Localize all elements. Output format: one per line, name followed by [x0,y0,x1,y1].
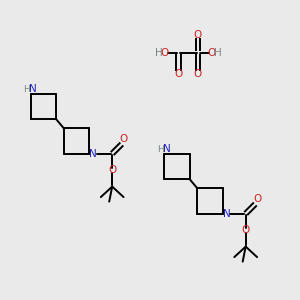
Text: N: N [163,144,171,154]
Text: O: O [253,194,261,204]
Text: H: H [24,85,30,94]
Text: O: O [108,165,116,175]
Text: O: O [174,69,183,79]
Text: O: O [242,225,250,235]
Text: O: O [161,47,169,58]
Text: H: H [157,145,164,154]
Text: N: N [223,208,230,219]
Text: H: H [214,47,221,58]
Text: O: O [194,69,202,79]
Text: N: N [29,84,37,94]
Text: H: H [155,47,163,58]
Text: N: N [89,148,97,159]
Text: O: O [207,47,216,58]
Text: O: O [194,29,202,40]
Text: O: O [119,134,128,144]
